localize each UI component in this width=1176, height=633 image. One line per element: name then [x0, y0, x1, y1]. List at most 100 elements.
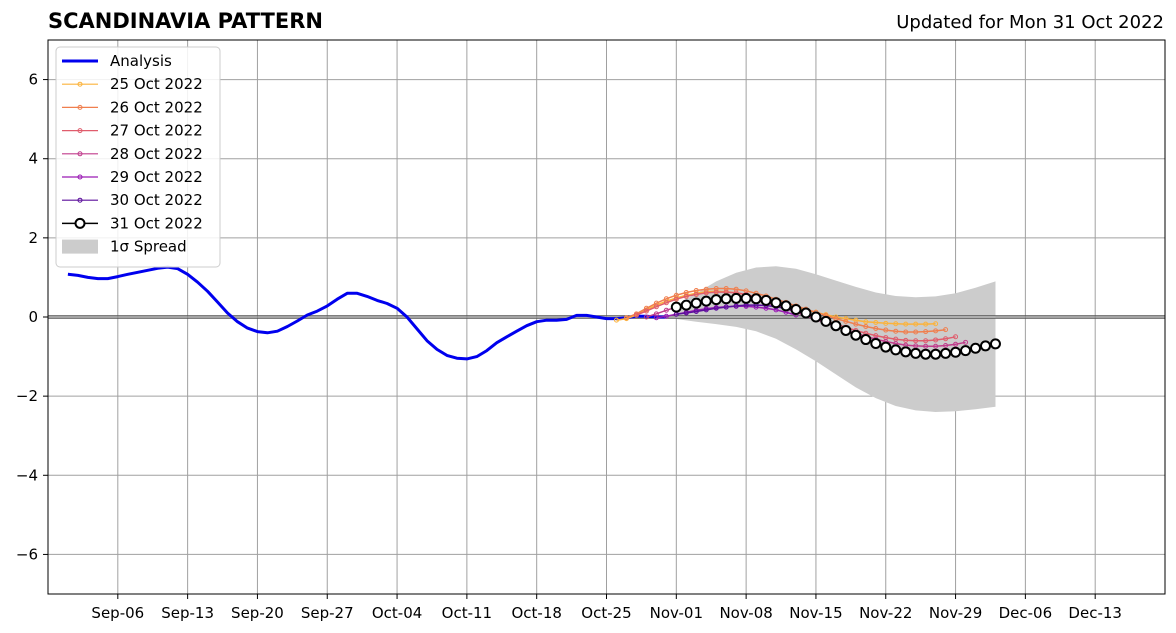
legend-entry-30-oct-2022: 30 Oct 2022: [62, 191, 203, 209]
x-tick-label: Dec-06: [999, 604, 1053, 622]
data-point: [623, 315, 629, 321]
data-point: [800, 307, 812, 319]
data-point: [760, 294, 772, 306]
legend-label: 25 Oct 2022: [110, 75, 203, 93]
y-tick-label: 4: [28, 150, 38, 168]
x-tick-label: Sep-27: [301, 604, 354, 622]
data-point: [853, 321, 859, 327]
legend-marker: [74, 217, 86, 229]
data-point: [873, 320, 879, 326]
data-point: [963, 339, 969, 345]
data-point: [923, 329, 929, 335]
legend-label: 26 Oct 2022: [110, 98, 203, 116]
data-point: [933, 337, 939, 343]
legend-label: 30 Oct 2022: [110, 191, 203, 209]
data-point: [683, 293, 689, 299]
data-point: [880, 341, 892, 353]
legend-label: 1σ Spread: [110, 238, 187, 256]
data-point: [643, 314, 649, 320]
data-point: [870, 338, 882, 350]
data-point: [730, 292, 742, 304]
data-point: [703, 307, 709, 313]
x-tick-label: Nov-01: [650, 604, 703, 622]
data-point: [790, 303, 802, 315]
legend-box: [55, 46, 221, 268]
x-tick-label: Nov-29: [929, 604, 982, 622]
legend-swatch: [62, 239, 98, 254]
y-tick-label: −2: [16, 387, 38, 405]
legend-label: 29 Oct 2022: [110, 168, 203, 186]
data-point: [933, 343, 939, 349]
data-point: [903, 337, 909, 343]
data-point: [883, 320, 889, 326]
legend-label: 28 Oct 2022: [110, 145, 203, 163]
data-point: [843, 318, 849, 324]
data-point: [693, 291, 699, 297]
data-point: [830, 320, 842, 332]
data-point: [663, 300, 669, 306]
legend: Analysis 25 Oct 2022 26 Oct 2022 27 Oct 202…: [55, 46, 221, 268]
legend-entry-26-oct-2022: 26 Oct 2022: [62, 98, 203, 116]
data-point: [900, 346, 912, 358]
data-point: [693, 308, 699, 314]
data-point: [840, 324, 852, 336]
data-point: [713, 289, 719, 295]
x-tick-label: Oct-04: [372, 604, 422, 622]
data-point: [703, 290, 709, 296]
data-point: [670, 301, 682, 313]
data-point: [750, 293, 762, 305]
x-tick-label: Nov-22: [859, 604, 912, 622]
x-tick-label: Nov-15: [789, 604, 842, 622]
data-point: [653, 304, 659, 310]
data-point: [633, 312, 639, 318]
data-point: [663, 313, 669, 319]
y-tick-label: −4: [16, 466, 38, 484]
data-point: [843, 316, 849, 322]
data-point: [653, 315, 659, 321]
y-tick-label: 0: [28, 308, 38, 326]
data-point: [780, 300, 792, 312]
axis-ticks: Sep-06 Sep-13 Sep-20 Sep-27 Oct-04 Oct-11 Oct-…: [16, 71, 1122, 622]
data-point: [943, 342, 949, 348]
legend-marker: [77, 151, 83, 157]
legend-label: Analysis: [110, 52, 172, 70]
data-point: [943, 336, 949, 342]
chart-title: SCANDINAVIA PATTERN: [48, 9, 323, 33]
legend-entry-25-oct-2022: 25 Oct 2022: [62, 75, 203, 93]
data-point: [913, 321, 919, 327]
chart-subtitle: Updated for Mon 31 Oct 2022: [896, 12, 1164, 33]
data-point: [883, 327, 889, 333]
data-point: [723, 304, 729, 310]
data-point: [933, 328, 939, 334]
data-point: [913, 343, 919, 349]
data-point: [820, 315, 832, 327]
data-point: [933, 321, 939, 327]
data-point: [740, 292, 752, 304]
y-tick-label: −6: [16, 545, 38, 563]
data-point: [913, 338, 919, 344]
legend-entry-29-oct-2022: 29 Oct 2022: [62, 168, 203, 186]
x-tick-label: Sep-20: [231, 604, 284, 622]
data-point: [680, 299, 692, 311]
data-point: [673, 296, 679, 302]
series-31-oct-2022: [670, 292, 1001, 360]
data-point: [960, 345, 972, 357]
data-point: [720, 293, 732, 305]
data-point: [683, 310, 689, 316]
legend-entry-27-oct-2022: 27 Oct 2022: [62, 122, 203, 140]
data-point: [903, 321, 909, 327]
series-lines: [67, 265, 1001, 361]
legend-entry-31-oct-2022: 31 Oct 2022: [62, 214, 203, 232]
data-point: [770, 297, 782, 309]
data-point: [710, 294, 722, 306]
data-point: [953, 341, 959, 347]
data-point: [950, 346, 962, 358]
data-point: [873, 325, 879, 331]
data-point: [863, 323, 869, 329]
data-point: [690, 297, 702, 309]
data-point: [940, 347, 952, 359]
data-point: [970, 342, 982, 354]
x-tick-label: Oct-18: [511, 604, 561, 622]
legend-label: 27 Oct 2022: [110, 122, 203, 140]
